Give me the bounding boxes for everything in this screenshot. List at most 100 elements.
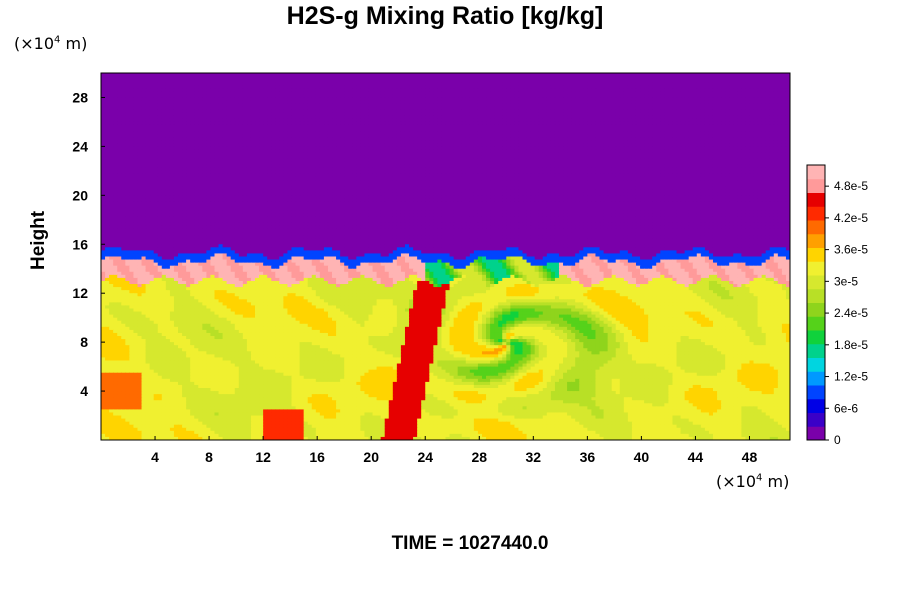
heatmap-cell bbox=[656, 106, 661, 111]
heatmap-cell bbox=[165, 94, 171, 99]
heatmap-cell bbox=[129, 121, 135, 126]
heatmap-cell bbox=[741, 73, 747, 77]
heatmap-cell bbox=[757, 88, 763, 92]
heatmap-cell bbox=[380, 85, 386, 89]
heatmap-cell bbox=[640, 143, 645, 147]
heatmap-cell bbox=[121, 85, 126, 89]
heatmap-cell bbox=[267, 79, 272, 83]
heatmap-cell bbox=[514, 124, 520, 129]
heatmap-cell bbox=[202, 88, 207, 92]
heatmap-cell bbox=[319, 88, 325, 92]
heatmap-cell bbox=[259, 97, 264, 102]
heatmap-cell bbox=[206, 94, 212, 99]
heatmap-cell bbox=[246, 97, 252, 102]
heatmap-cell bbox=[761, 134, 767, 138]
heatmap-cell bbox=[255, 91, 260, 96]
heatmap-cell bbox=[591, 103, 597, 108]
heatmap-cell bbox=[652, 103, 657, 108]
heatmap-cell bbox=[571, 82, 576, 86]
heatmap-cell bbox=[404, 76, 410, 80]
heatmap-cell bbox=[267, 115, 272, 120]
heatmap-cell bbox=[429, 94, 434, 99]
heatmap-cell bbox=[332, 112, 337, 117]
heatmap-cell bbox=[137, 73, 143, 77]
heatmap-cell bbox=[591, 82, 597, 86]
heatmap-cell bbox=[263, 106, 268, 111]
heatmap-cell bbox=[769, 82, 775, 86]
heatmap-cell bbox=[202, 100, 207, 105]
heatmap-cell bbox=[352, 134, 357, 138]
heatmap-cell bbox=[785, 79, 790, 83]
heatmap-cell bbox=[113, 73, 118, 77]
heatmap-cell bbox=[498, 143, 503, 147]
heatmap-cell bbox=[238, 109, 244, 114]
heatmap-cell bbox=[623, 106, 629, 111]
heatmap-cell bbox=[648, 88, 653, 92]
heatmap-cell bbox=[692, 121, 698, 126]
heatmap-cell bbox=[238, 91, 244, 96]
chart-title: H2S-g Mixing Ratio [kg/kg] bbox=[0, 2, 890, 31]
heatmap-cell bbox=[725, 131, 730, 135]
heatmap-cell bbox=[352, 79, 357, 83]
heatmap-cell bbox=[753, 73, 759, 77]
heatmap-cell bbox=[745, 109, 751, 114]
heatmap-cell bbox=[506, 131, 511, 135]
heatmap-cell bbox=[413, 73, 418, 77]
heatmap-cell bbox=[190, 106, 195, 111]
heatmap-cell bbox=[368, 137, 374, 141]
heatmap-cell bbox=[433, 140, 438, 144]
heatmap-cell bbox=[396, 143, 402, 147]
heatmap-cell bbox=[413, 137, 418, 141]
heatmap-cell bbox=[741, 76, 747, 80]
heatmap-cell bbox=[656, 140, 661, 144]
heatmap-cell bbox=[623, 137, 629, 141]
heatmap-cell bbox=[461, 137, 467, 141]
heatmap-cell bbox=[717, 94, 722, 99]
heatmap-cell bbox=[717, 97, 722, 102]
heatmap-cell bbox=[542, 73, 548, 77]
heatmap-cell bbox=[153, 143, 159, 147]
heatmap-cell bbox=[169, 121, 175, 126]
heatmap-cell bbox=[615, 103, 621, 108]
heatmap-cell bbox=[631, 118, 637, 123]
heatmap-cell bbox=[425, 112, 430, 117]
heatmap-cell bbox=[514, 143, 520, 147]
heatmap-cell bbox=[635, 118, 641, 123]
heatmap-cell bbox=[712, 118, 718, 123]
heatmap-cell bbox=[105, 112, 110, 117]
heatmap-cell bbox=[704, 143, 710, 147]
heatmap-cell bbox=[129, 115, 135, 120]
heatmap-cell bbox=[283, 124, 289, 129]
heatmap-cell bbox=[137, 97, 143, 102]
heatmap-cell bbox=[623, 85, 629, 89]
heatmap-cell bbox=[753, 140, 759, 144]
heatmap-cell bbox=[101, 76, 106, 80]
heatmap-cell bbox=[733, 82, 738, 86]
heatmap-cell bbox=[214, 115, 220, 120]
heatmap-cell bbox=[664, 106, 670, 111]
heatmap-cell bbox=[259, 124, 264, 129]
heatmap-cell bbox=[530, 85, 536, 89]
heatmap-cell bbox=[534, 73, 540, 77]
heatmap-cell bbox=[445, 85, 451, 89]
heatmap-cell bbox=[372, 121, 378, 126]
heatmap-cell bbox=[583, 124, 588, 129]
heatmap-cell bbox=[554, 128, 560, 132]
heatmap-cell bbox=[603, 124, 609, 129]
heatmap-cell bbox=[712, 106, 718, 111]
heatmap-cell bbox=[222, 134, 228, 138]
heatmap-cell bbox=[332, 97, 337, 102]
heatmap-cell bbox=[226, 134, 232, 138]
heatmap-cell bbox=[279, 100, 284, 105]
heatmap-cell bbox=[242, 82, 248, 86]
heatmap-cell bbox=[283, 82, 289, 86]
heatmap-cell bbox=[469, 109, 475, 114]
heatmap-cell bbox=[477, 134, 483, 138]
heatmap-cell bbox=[157, 121, 163, 126]
heatmap-cell bbox=[530, 121, 536, 126]
heatmap-cell bbox=[400, 106, 406, 111]
heatmap-cell bbox=[615, 100, 621, 105]
heatmap-cell bbox=[445, 97, 451, 102]
heatmap-cell bbox=[340, 112, 345, 117]
heatmap-cell bbox=[473, 79, 479, 83]
